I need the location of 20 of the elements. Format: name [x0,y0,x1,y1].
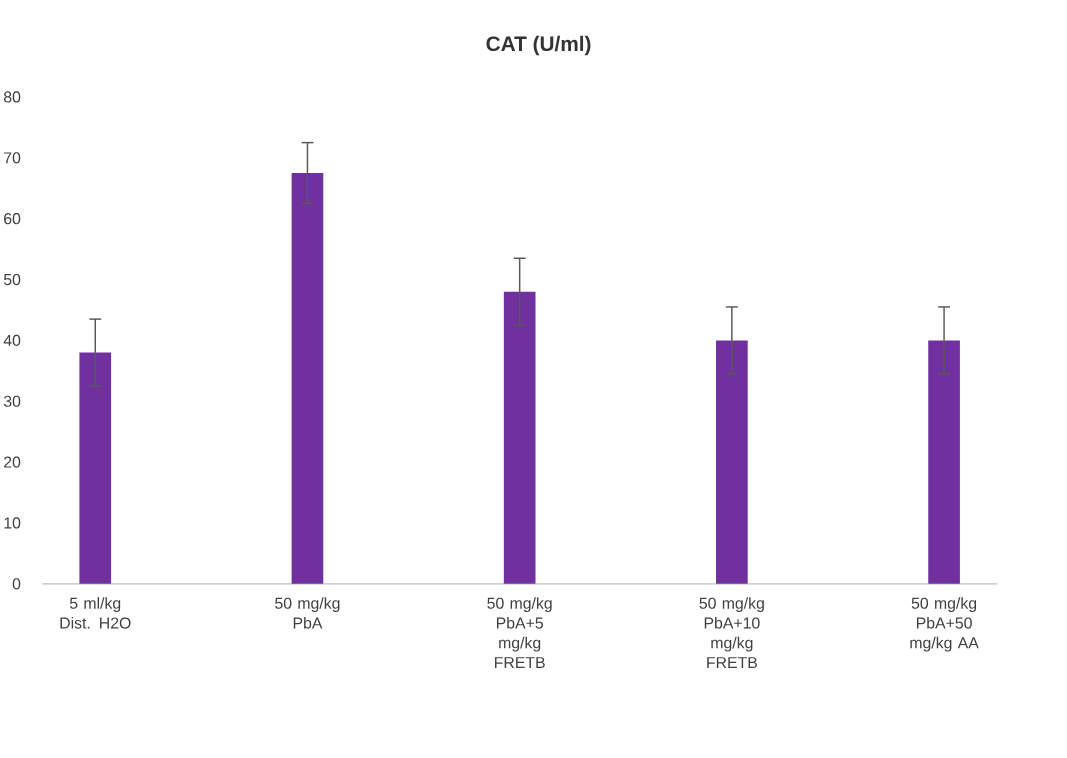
y-tick-label: 50 [3,273,21,286]
y-tick-label: 40 [3,334,21,347]
bar [716,340,748,584]
x-tick-label: 5 ml/kg Dist. H2O [60,597,131,629]
y-tick-label: 10 [4,517,21,529]
x-tick-label: 50 mg/kg PbA+10 mg/kg FRETB [699,597,764,669]
x-tick-label: 50 mg/kg PbA+5 mg/kg FRETB [487,597,552,669]
y-tick-label: 60 [4,213,21,225]
x-tick-label: 50 mg/kg PbA+50 mg/kg AA [910,597,979,652]
y-tick-label: 70 [4,152,21,164]
y-tick-label: 0 [12,578,21,590]
bar [503,291,536,584]
y-tick-label: 20 [4,456,21,468]
y-tick-label: 30 [3,395,21,407]
bar [291,173,324,584]
chart-title: CAT (U/ml) [486,35,591,56]
y-tick-label: 80 [3,91,21,103]
bar [928,340,960,584]
x-tick-label: 50 mg/kg PbA [275,597,340,629]
bar [79,352,112,584]
